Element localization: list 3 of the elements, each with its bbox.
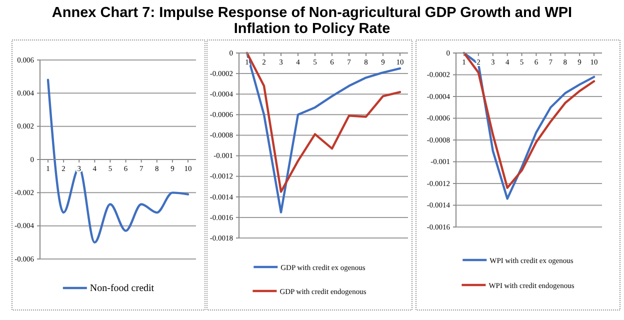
text: Annex Chart 7: Impulse Response of Non-agricultural GDP Growth and WPI Inflation to Policy Rate (52, 5, 572, 37)
legend-label: Non-food credit (90, 283, 154, 294)
line-series (46, 78, 190, 244)
